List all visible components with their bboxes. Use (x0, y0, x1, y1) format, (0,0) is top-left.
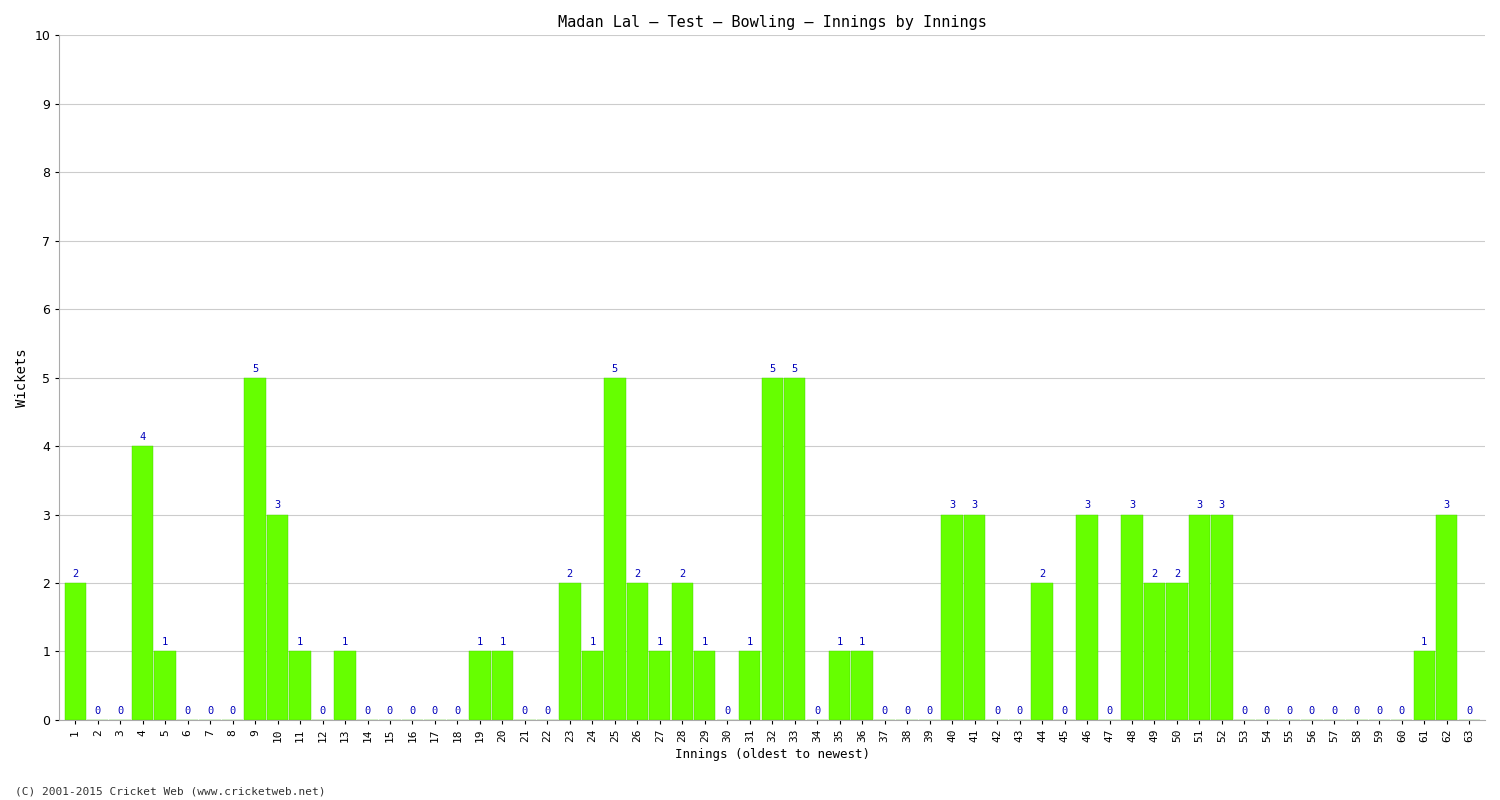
Bar (1032, 583, 1053, 720)
Text: 0: 0 (184, 706, 190, 716)
Text: 2: 2 (72, 569, 78, 579)
Text: 2: 2 (567, 569, 573, 579)
Text: 0: 0 (1017, 706, 1023, 716)
Bar (132, 446, 153, 720)
Text: 0: 0 (387, 706, 393, 716)
Text: 0: 0 (207, 706, 213, 716)
Bar (672, 583, 693, 720)
Y-axis label: Wickets: Wickets (15, 348, 28, 407)
Text: 3: 3 (972, 501, 978, 510)
Text: 0: 0 (230, 706, 236, 716)
Bar (627, 583, 648, 720)
Bar (1144, 583, 1166, 720)
Text: 1: 1 (1420, 638, 1428, 647)
Bar (560, 583, 580, 720)
Text: 0: 0 (1330, 706, 1338, 716)
Text: 0: 0 (1264, 706, 1270, 716)
Text: 5: 5 (792, 363, 798, 374)
Bar (64, 583, 86, 720)
Text: 0: 0 (904, 706, 910, 716)
Bar (942, 514, 963, 720)
Bar (740, 651, 760, 720)
Bar (290, 651, 310, 720)
Bar (1167, 583, 1188, 720)
Text: 0: 0 (994, 706, 1000, 716)
Text: 0: 0 (544, 706, 550, 716)
Text: 2: 2 (680, 569, 686, 579)
Text: 1: 1 (747, 638, 753, 647)
X-axis label: Innings (oldest to newest): Innings (oldest to newest) (675, 748, 870, 761)
Text: 0: 0 (432, 706, 438, 716)
Text: 0: 0 (410, 706, 416, 716)
Text: 1: 1 (837, 638, 843, 647)
Text: 1: 1 (297, 638, 303, 647)
Bar (492, 651, 513, 720)
Bar (154, 651, 176, 720)
Text: 5: 5 (612, 363, 618, 374)
Text: 1: 1 (590, 638, 596, 647)
Bar (694, 651, 715, 720)
Bar (1122, 514, 1143, 720)
Text: 0: 0 (117, 706, 123, 716)
Bar (604, 378, 625, 720)
Text: 0: 0 (724, 706, 730, 716)
Bar (1190, 514, 1210, 720)
Bar (1210, 514, 1233, 720)
Text: 3: 3 (950, 501, 956, 510)
Text: 0: 0 (1287, 706, 1293, 716)
Bar (267, 514, 288, 720)
Bar (762, 378, 783, 720)
Text: 2: 2 (1040, 569, 1046, 579)
Text: 0: 0 (1398, 706, 1406, 716)
Bar (582, 651, 603, 720)
Text: 0: 0 (1376, 706, 1383, 716)
Text: 0: 0 (522, 706, 528, 716)
Title: Madan Lal – Test – Bowling – Innings by Innings: Madan Lal – Test – Bowling – Innings by … (558, 15, 987, 30)
Text: 0: 0 (1353, 706, 1360, 716)
Text: 0: 0 (1242, 706, 1248, 716)
Text: 2: 2 (634, 569, 640, 579)
Text: 1: 1 (500, 638, 506, 647)
Text: 2: 2 (1174, 569, 1180, 579)
Text: 4: 4 (140, 432, 146, 442)
Text: 0: 0 (1308, 706, 1316, 716)
Text: 0: 0 (1466, 706, 1473, 716)
Text: 0: 0 (882, 706, 888, 716)
Text: 0: 0 (815, 706, 821, 716)
Text: 1: 1 (477, 638, 483, 647)
Text: 1: 1 (859, 638, 865, 647)
Bar (1436, 514, 1458, 720)
Text: 2: 2 (1152, 569, 1158, 579)
Text: 3: 3 (1197, 501, 1203, 510)
Text: 0: 0 (927, 706, 933, 716)
Text: 5: 5 (252, 363, 258, 374)
Bar (830, 651, 850, 720)
Bar (852, 651, 873, 720)
Text: 0: 0 (364, 706, 370, 716)
Text: 3: 3 (1220, 501, 1226, 510)
Text: 0: 0 (94, 706, 100, 716)
Bar (784, 378, 806, 720)
Text: 0: 0 (320, 706, 326, 716)
Text: 3: 3 (1130, 501, 1136, 510)
Text: 0: 0 (1107, 706, 1113, 716)
Text: 1: 1 (162, 638, 168, 647)
Text: 0: 0 (1062, 706, 1068, 716)
Text: 3: 3 (1084, 501, 1090, 510)
Text: 0: 0 (454, 706, 460, 716)
Text: 1: 1 (342, 638, 348, 647)
Bar (964, 514, 986, 720)
Text: 1: 1 (657, 638, 663, 647)
Text: 5: 5 (770, 363, 776, 374)
Bar (650, 651, 670, 720)
Text: 1: 1 (702, 638, 708, 647)
Text: 3: 3 (1443, 501, 1450, 510)
Bar (244, 378, 266, 720)
Bar (1077, 514, 1098, 720)
Text: 3: 3 (274, 501, 280, 510)
Text: (C) 2001-2015 Cricket Web (www.cricketweb.net): (C) 2001-2015 Cricket Web (www.cricketwe… (15, 786, 326, 796)
Bar (470, 651, 490, 720)
Bar (334, 651, 356, 720)
Bar (1413, 651, 1436, 720)
